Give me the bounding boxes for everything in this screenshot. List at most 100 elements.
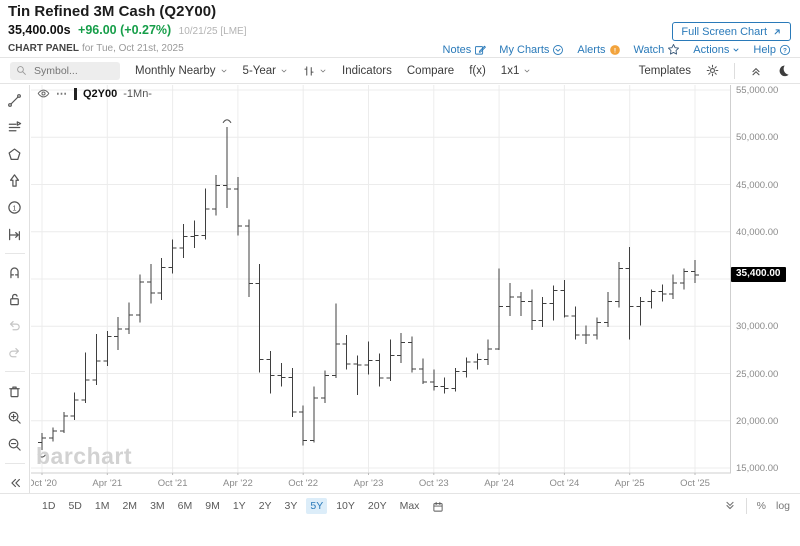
eye-icon[interactable] [37, 87, 50, 100]
header-link-label: Notes [442, 43, 472, 56]
calendar-icon [432, 501, 444, 513]
delete-tool[interactable] [4, 381, 26, 401]
range-button-2y[interactable]: 2Y [258, 500, 272, 512]
templates-button[interactable]: Templates [639, 65, 691, 77]
header-link-actions[interactable]: Actions [693, 44, 740, 56]
search-icon [16, 65, 27, 76]
x-axis-label: Oct '21 [157, 478, 188, 489]
ellipsis-menu-icon[interactable]: ⋯ [56, 88, 68, 100]
shapes-icon [7, 147, 22, 162]
annotation-tool[interactable] [4, 118, 26, 138]
star-icon [667, 43, 680, 56]
collapse-panel-icon [8, 476, 22, 490]
zoom-out-tool[interactable] [4, 435, 26, 455]
numbered-note-tool[interactable]: 1 [4, 198, 26, 218]
undo-tool[interactable] [4, 316, 26, 336]
range-buttons: 1D 5D 1M 2M 3M 6M 9M 1Y 2Y 3Y 5Y 10Y 20Y Max [38, 498, 423, 514]
shapes-tool[interactable] [4, 144, 26, 164]
templates-label: Templates [638, 64, 691, 77]
alert-dot-icon: ! [609, 44, 621, 56]
range-button-3y[interactable]: 3Y [284, 500, 298, 512]
collapse-toolbar-button[interactable] [750, 65, 762, 77]
range-button-1y[interactable]: 1Y [232, 500, 246, 512]
range-button-6m[interactable]: 6M [177, 500, 193, 512]
series-swatch [74, 87, 77, 100]
x-axis-label: Apr '24 [484, 478, 514, 489]
price-axis-label: 40,000.00 [736, 226, 779, 238]
header-link-label: Help [753, 43, 776, 56]
price-chart-svg[interactable] [31, 85, 731, 475]
range-button-20y[interactable]: 20Y [367, 500, 387, 512]
symbol-search[interactable] [10, 61, 120, 80]
price-axis[interactable]: 15,000.00 20,000.00 25,000.00 30,000.00 40,0… [731, 85, 800, 493]
tool-rail-separator [4, 371, 25, 373]
lock-tool[interactable] [4, 289, 26, 309]
svg-text:?: ? [783, 47, 787, 54]
custom-date-button[interactable] [428, 498, 448, 515]
arrow-marker-tool[interactable] [4, 171, 26, 191]
expressions-button[interactable]: f(x) [469, 65, 486, 77]
price-axis-label: 15,000.00 [736, 463, 779, 474]
symbol-search-input[interactable] [32, 63, 116, 78]
range-button-3m[interactable]: 3M [150, 500, 165, 512]
page-title: Tin Refined 3M Cash (Q2Y00) [8, 3, 217, 20]
last-price: 35,400.00s [8, 23, 71, 37]
range-button-1d[interactable]: 1D [42, 500, 56, 512]
range-button-max[interactable]: Max [399, 500, 420, 512]
numbered-note-icon: 1 [7, 200, 22, 215]
log-scale-toggle[interactable]: log [775, 500, 790, 512]
x-axis-label: Oct '20 [31, 478, 57, 489]
header-link-notes[interactable]: Notes [443, 44, 487, 56]
x-axis-label: Oct '25 [680, 478, 710, 489]
range-button-5d[interactable]: 5D [68, 500, 82, 512]
draw-line-tool[interactable] [4, 91, 26, 111]
bar-type-dropdown[interactable] [303, 65, 327, 77]
price-axis-label: 20,000.00 [736, 415, 779, 427]
percent-scale-toggle[interactable]: % [756, 500, 766, 512]
dark-mode-toggle[interactable] [777, 64, 790, 77]
quote-meta: 10/21/25 [LME] [178, 26, 247, 37]
grid-layout-dropdown[interactable]: 1x1 [501, 65, 532, 77]
header-link-help[interactable]: Help? [753, 44, 791, 56]
caret-down-icon [220, 67, 228, 75]
frequency-dropdown[interactable]: Monthly Nearby [135, 65, 228, 77]
header-link-alerts[interactable]: Alerts! [577, 44, 620, 56]
header-link-label: My Charts [499, 43, 550, 56]
header-link-watch[interactable]: Watch [634, 43, 681, 56]
bottom-divider [745, 498, 747, 514]
collapse-panel-tool[interactable] [4, 473, 26, 493]
range-dropdown[interactable]: 5-Year [243, 65, 288, 77]
full-screen-chart-button[interactable]: Full Screen Chart [672, 22, 791, 41]
full-screen-chart-label: Full Screen Chart [681, 25, 767, 38]
compare-button[interactable]: Compare [407, 65, 454, 77]
expand-arrow-icon [772, 27, 782, 37]
magnet-tool[interactable] [4, 263, 26, 283]
redo-tool[interactable] [4, 343, 26, 363]
range-button-2m[interactable]: 2M [122, 500, 138, 512]
drawing-tool-rail: 1 [0, 85, 30, 493]
moon-icon [777, 64, 790, 77]
x-axis[interactable]: Oct '20 Apr '21 Oct '21 Apr '22 Oct '22 Apr '… [31, 475, 731, 493]
measure-tool[interactable] [4, 224, 26, 244]
header: Tin Refined 3M Cash (Q2Y00) 35,400.00s +… [0, 0, 800, 58]
range-button-1m[interactable]: 1M [94, 500, 110, 512]
range-button-5y[interactable]: 5Y [306, 498, 328, 514]
my-charts-icon [552, 44, 564, 56]
legend-interval: -1Mn- [123, 87, 152, 100]
caret-down-icon [523, 67, 531, 75]
collapse-bottom-button[interactable] [724, 500, 736, 512]
chart-settings-button[interactable] [706, 64, 719, 77]
price-axis-label: 25,000.00 [736, 368, 779, 380]
chart-panel-label: CHART PANEL [8, 43, 79, 54]
svg-text:1: 1 [12, 203, 16, 212]
range-button-10y[interactable]: 10Y [336, 500, 355, 512]
gear-icon [706, 64, 719, 77]
zoom-in-tool[interactable] [4, 408, 26, 428]
delete-icon [7, 384, 22, 399]
svg-text:!: ! [613, 47, 615, 54]
header-link-my-charts[interactable]: My Charts [499, 44, 564, 56]
range-button-9m[interactable]: 9M [205, 500, 220, 512]
measure-icon [7, 227, 22, 242]
indicators-button[interactable]: Indicators [342, 65, 392, 77]
